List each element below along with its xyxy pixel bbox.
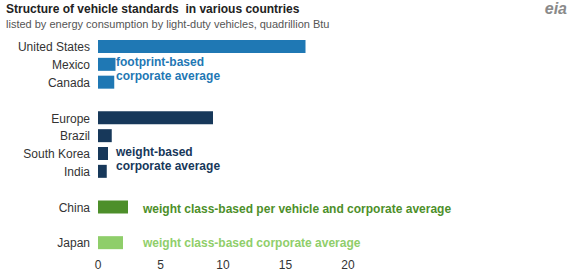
svg-text:Mexico: Mexico [52,58,90,72]
svg-text:United States: United States [18,40,90,54]
html-text:weight class-based corporate a: weight class-based corporate average [143,236,361,250]
svg-text:0: 0 [95,258,102,272]
svg-text:South Korea: South Korea [23,147,90,161]
html-text:Structure of vehicle standards: Structure of vehicle standards in variou… [6,2,300,16]
svg-text:China: China [59,201,91,215]
svg-text:10: 10 [216,258,230,272]
html-text:listed by energy consumption b: listed by energy consumption by light-du… [6,18,330,30]
svg-text:20: 20 [341,258,355,272]
html-text:weight class-based per vehicle: weight class-based per vehicle and corpo… [143,202,452,216]
html-text:weight-based corporate average: weight-based corporate average [116,145,221,173]
svg-text:Japan: Japan [57,236,90,250]
html-text:eia: eia [544,0,567,17]
svg-text:Canada: Canada [48,76,90,90]
html-text:footprint-based corporate aver: footprint-based corporate average [116,55,221,83]
svg-text:15: 15 [279,258,293,272]
svg-text:India: India [64,165,90,179]
svg-text:5: 5 [157,258,164,272]
svg-text:Brazil: Brazil [60,129,90,143]
svg-text:Europe: Europe [51,112,90,126]
